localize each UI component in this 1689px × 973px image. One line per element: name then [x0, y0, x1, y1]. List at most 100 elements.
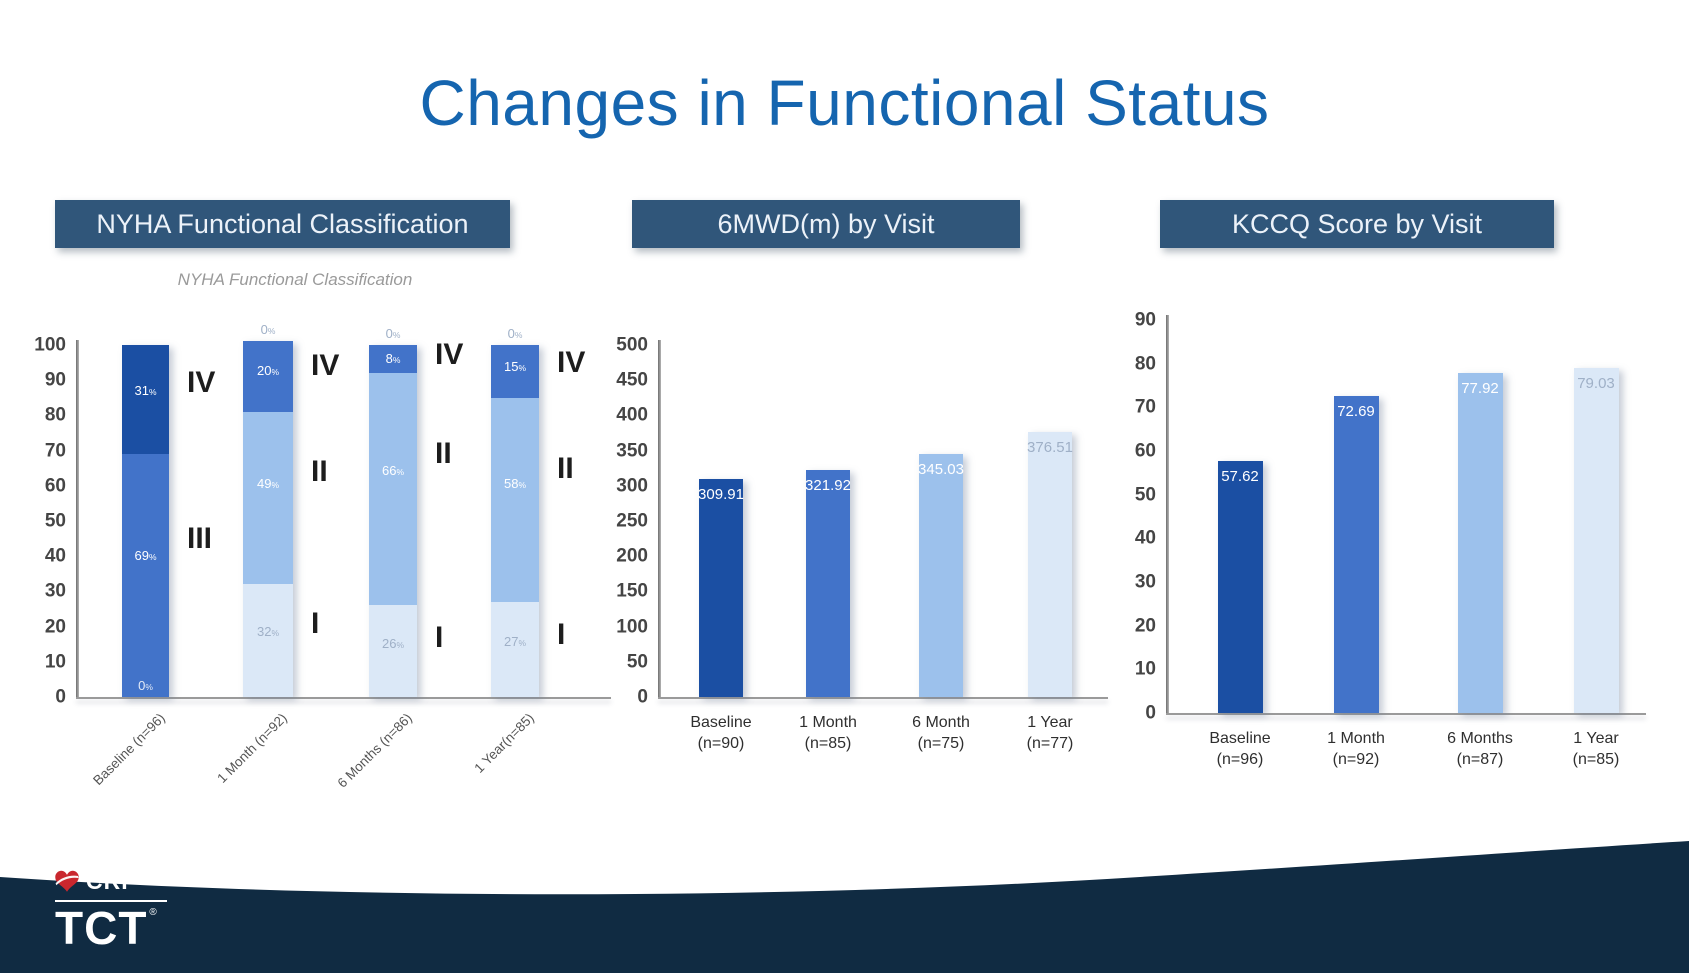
tct-registered-mark: ® — [149, 907, 157, 918]
x-axis-category-label: 1 Month (n=92) — [214, 710, 290, 786]
y-axis-tick-label: 100 — [34, 334, 66, 356]
bar-value-label: 79.03 — [1577, 374, 1615, 392]
chart-header-nyha: NYHA Functional Classification — [55, 200, 510, 248]
y-axis-tick-label: 90 — [1134, 309, 1156, 331]
y-axis-tick-label: 200 — [616, 545, 648, 567]
x-axis-category-label: 6 Months (n=86) — [334, 710, 415, 791]
segment-percent-label: 15% — [503, 359, 527, 375]
segment-percent-label: 20% — [256, 363, 280, 379]
y-axis-tick-label: 500 — [616, 334, 648, 356]
nyha-class-annotation: IV — [435, 337, 464, 371]
stacked-bar-segment-iv — [369, 345, 417, 374]
bar — [1333, 395, 1379, 713]
x-axis-category-label: 6 Months (n=87) — [1447, 730, 1513, 768]
x-axis-category-label: 1 Year(n=85) — [471, 710, 537, 776]
bar-value-label: 57.62 — [1221, 468, 1259, 486]
stacked-bar-segment-iv — [243, 341, 293, 412]
segment-percent-label: 31% — [134, 382, 157, 398]
stacked-bar-segment-i — [243, 584, 293, 697]
nyha-class-annotation: IV — [557, 346, 586, 380]
x-axis-category-label: 1 Year (n=77) — [1026, 714, 1074, 752]
nyha-chart-subtitle: NYHA Functional Classification — [177, 270, 413, 289]
footer-band — [0, 841, 1689, 973]
nyha-class-annotation: II — [435, 437, 452, 471]
page-title: Changes in Functional Status — [419, 67, 1270, 139]
segment-percent-label: 32% — [256, 623, 280, 639]
nyha-class-annotation: IV — [187, 366, 216, 400]
segment-percent-label: 58% — [503, 475, 527, 491]
y-axis-tick-label: 90 — [44, 369, 66, 391]
stacked-bar-segment-i — [369, 605, 417, 697]
bar — [1217, 461, 1263, 713]
segment-zero-label: 0% — [138, 678, 153, 693]
y-axis-tick-label: 20 — [1134, 615, 1156, 637]
stacked-bar-segment-i — [491, 601, 539, 697]
y-axis-tick-label: 70 — [44, 440, 66, 462]
stacked-bar-segment-ii — [491, 397, 539, 602]
x-axis-category-label: 1 Year(n=85) — [1572, 730, 1620, 768]
y-axis-tick-label: 300 — [616, 475, 648, 497]
bar-top-zero-label: 0% — [260, 322, 276, 338]
y-axis-tick-label: 450 — [616, 369, 648, 391]
tct-logo-text: TCT — [55, 902, 148, 954]
crf-tct-logo: CRF ® TCT ® — [55, 868, 167, 951]
segment-percent-label: 27% — [503, 633, 527, 649]
stacked-bar-segment-ii — [243, 411, 293, 585]
y-axis-tick-label: 400 — [616, 404, 648, 426]
bar-value-label: 309.91 — [698, 485, 744, 503]
y-axis-line — [1166, 314, 1169, 713]
stacked-bar-segment-ii — [369, 373, 417, 606]
nyha-class-annotation: I — [435, 620, 444, 654]
stacked-bar: 27% 58% 15% — [491, 345, 539, 697]
y-axis-tick-label: 0 — [637, 686, 648, 708]
bar-value-label: 345.03 — [918, 461, 964, 479]
bar — [806, 470, 850, 697]
y-axis-tick-label: 40 — [44, 545, 66, 567]
y-axis-tick-label: 20 — [44, 616, 66, 638]
bar-top-zero-label: 0% — [507, 326, 523, 341]
y-axis-tick-label: 40 — [1134, 527, 1156, 549]
x-axis-category-label: 1 Month (n=85) — [799, 714, 857, 752]
x-axis-category-label: Baseline (n=96) — [89, 710, 168, 789]
y-axis-tick-label: 50 — [1134, 484, 1156, 506]
crf-registered-mark: ® — [137, 869, 144, 879]
nyha-class-annotation: II — [557, 452, 574, 486]
chart-header-kccq: KCCQ Score by Visit — [1160, 200, 1554, 248]
bar-value-label: 72.69 — [1337, 402, 1375, 420]
kccq-bar-chart: 0 10 20 30 40 50 60 70 80 90 57.62 Baseline (n=96) 72… — [1130, 295, 1670, 775]
x-axis-line — [1166, 713, 1646, 715]
stacked-bar: 32% 49% 20% — [243, 341, 293, 697]
y-axis-line — [658, 340, 661, 697]
bar-top-zero-label: 0% — [385, 326, 401, 341]
y-axis-tick-label: 80 — [44, 404, 66, 426]
y-axis-tick-label: 60 — [1134, 440, 1156, 462]
bar-value-label: 77.92 — [1461, 379, 1499, 397]
y-axis-tick-label: 250 — [616, 510, 648, 532]
bar — [1457, 372, 1503, 713]
bar — [699, 478, 743, 697]
stacked-bar: 69% 31% 0% — [122, 345, 169, 697]
nyha-class-annotation: I — [557, 618, 566, 652]
y-axis-line — [76, 340, 79, 697]
stacked-bar: 26% 66% 8% — [369, 345, 417, 697]
y-axis-tick-label: 10 — [1134, 658, 1156, 680]
chart-header-6mwd: 6MWD(m) by Visit — [632, 200, 1020, 248]
crf-logo-row: CRF ® — [55, 868, 167, 894]
bar — [1028, 431, 1072, 697]
y-axis-tick-label: 350 — [616, 440, 648, 462]
y-axis-tick-label: 150 — [616, 580, 648, 602]
crf-heart-icon — [55, 870, 79, 892]
bar-value-label: 376.51 — [1027, 438, 1073, 456]
6mwd-bar-chart: 0 50 100 150 200 250 300 350 400 450 500 309.91 Base… — [616, 300, 1110, 770]
x-axis-category-label: Baseline (n=96) — [1209, 730, 1271, 768]
y-axis-tick-label: 70 — [1134, 396, 1156, 418]
y-axis-tick-label: 60 — [44, 475, 66, 497]
stacked-bar-segment-iv — [122, 345, 169, 455]
y-axis-tick-label: 50 — [44, 510, 66, 532]
x-axis-category-label: 1 Month (n=92) — [1327, 730, 1385, 768]
y-axis-tick-label: 0 — [1145, 702, 1156, 724]
segment-percent-label: 8% — [385, 351, 401, 367]
x-axis-category-label: Baseline (n=90) — [690, 714, 752, 752]
y-axis-tick-label: 80 — [1134, 353, 1156, 375]
nyha-class-annotation: III — [187, 522, 213, 556]
